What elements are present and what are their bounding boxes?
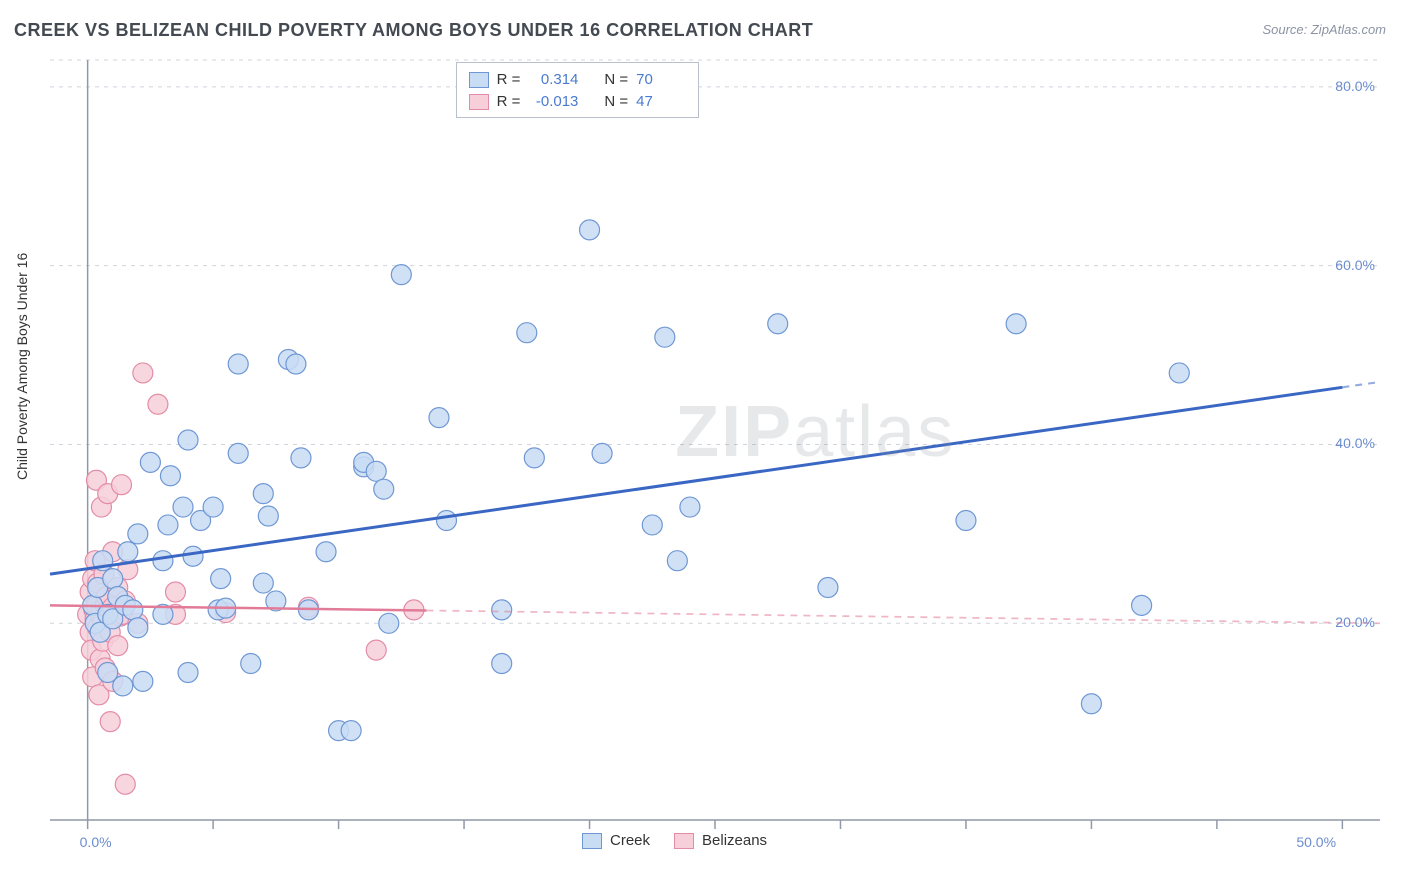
data-point (768, 314, 788, 334)
data-point (492, 654, 512, 674)
data-point (258, 506, 278, 526)
x-tick-label: 50.0% (1296, 834, 1336, 850)
n-value: 47 (636, 91, 686, 113)
data-point (228, 443, 248, 463)
data-point (203, 497, 223, 517)
legend-swatch (674, 833, 694, 849)
data-point (316, 542, 336, 562)
source-label: Source: ZipAtlas.com (1262, 22, 1386, 37)
data-point (173, 497, 193, 517)
data-point (241, 654, 261, 674)
data-point (1081, 694, 1101, 714)
data-point (100, 712, 120, 732)
data-point (680, 497, 700, 517)
data-point (1132, 595, 1152, 615)
data-point (133, 363, 153, 383)
data-point (133, 671, 153, 691)
n-value: 70 (636, 69, 686, 91)
data-point (436, 510, 456, 530)
data-point (492, 600, 512, 620)
data-point (291, 448, 311, 468)
x-tick-label: 0.0% (80, 834, 112, 850)
legend-swatch (469, 94, 489, 110)
data-point (228, 354, 248, 374)
r-label: R = (497, 91, 521, 113)
data-point (818, 578, 838, 598)
stats-legend: R = 0.314 N = 70 R = -0.013 N = 47 (456, 62, 700, 118)
data-point (366, 640, 386, 660)
trend-line-extrapolated (1342, 382, 1380, 387)
data-point (956, 510, 976, 530)
data-point (178, 430, 198, 450)
data-point (1006, 314, 1026, 334)
data-point (165, 582, 185, 602)
y-axis-label: Child Poverty Among Boys Under 16 (14, 253, 30, 480)
trend-line (50, 387, 1342, 574)
legend-item: Belizeans (674, 832, 767, 849)
plot-area (50, 60, 1380, 820)
trend-line-extrapolated (426, 610, 1380, 623)
data-point (379, 613, 399, 633)
r-value: -0.013 (528, 91, 578, 113)
y-tick-label: 80.0% (1320, 78, 1375, 94)
data-point (667, 551, 687, 571)
legend-swatch (469, 72, 489, 88)
legend-label: Creek (610, 832, 650, 849)
data-point (113, 676, 133, 696)
data-point (183, 546, 203, 566)
r-label: R = (497, 69, 521, 91)
data-point (429, 408, 449, 428)
data-point (158, 515, 178, 535)
r-value: 0.314 (528, 69, 578, 91)
series-legend: Creek Belizeans (582, 832, 767, 849)
data-point (374, 479, 394, 499)
data-point (366, 461, 386, 481)
data-point (286, 354, 306, 374)
data-point (148, 394, 168, 414)
legend-item: Creek (582, 832, 650, 849)
data-point (123, 600, 143, 620)
data-point (1169, 363, 1189, 383)
data-point (115, 774, 135, 794)
y-tick-label: 20.0% (1320, 614, 1375, 630)
data-point (118, 542, 138, 562)
data-point (153, 551, 173, 571)
y-tick-label: 40.0% (1320, 435, 1375, 451)
data-point (108, 636, 128, 656)
data-point (128, 524, 148, 544)
legend-swatch (582, 833, 602, 849)
legend-label: Belizeans (702, 832, 767, 849)
y-tick-label: 60.0% (1320, 257, 1375, 273)
data-point (580, 220, 600, 240)
n-label: N = (604, 91, 628, 113)
data-point (128, 618, 148, 638)
data-point (211, 569, 231, 589)
stats-legend-row: R = -0.013 N = 47 (469, 91, 687, 113)
chart-container: CREEK VS BELIZEAN CHILD POVERTY AMONG BO… (0, 0, 1406, 892)
stats-legend-row: R = 0.314 N = 70 (469, 69, 687, 91)
data-point (524, 448, 544, 468)
data-point (391, 265, 411, 285)
data-point (517, 323, 537, 343)
data-point (140, 452, 160, 472)
data-point (178, 662, 198, 682)
data-point (112, 475, 132, 495)
data-point (592, 443, 612, 463)
n-label: N = (604, 69, 628, 91)
data-point (103, 569, 123, 589)
data-point (655, 327, 675, 347)
data-point (642, 515, 662, 535)
data-point (160, 466, 180, 486)
data-point (253, 573, 273, 593)
data-point (253, 484, 273, 504)
chart-title: CREEK VS BELIZEAN CHILD POVERTY AMONG BO… (14, 20, 813, 41)
data-point (341, 721, 361, 741)
